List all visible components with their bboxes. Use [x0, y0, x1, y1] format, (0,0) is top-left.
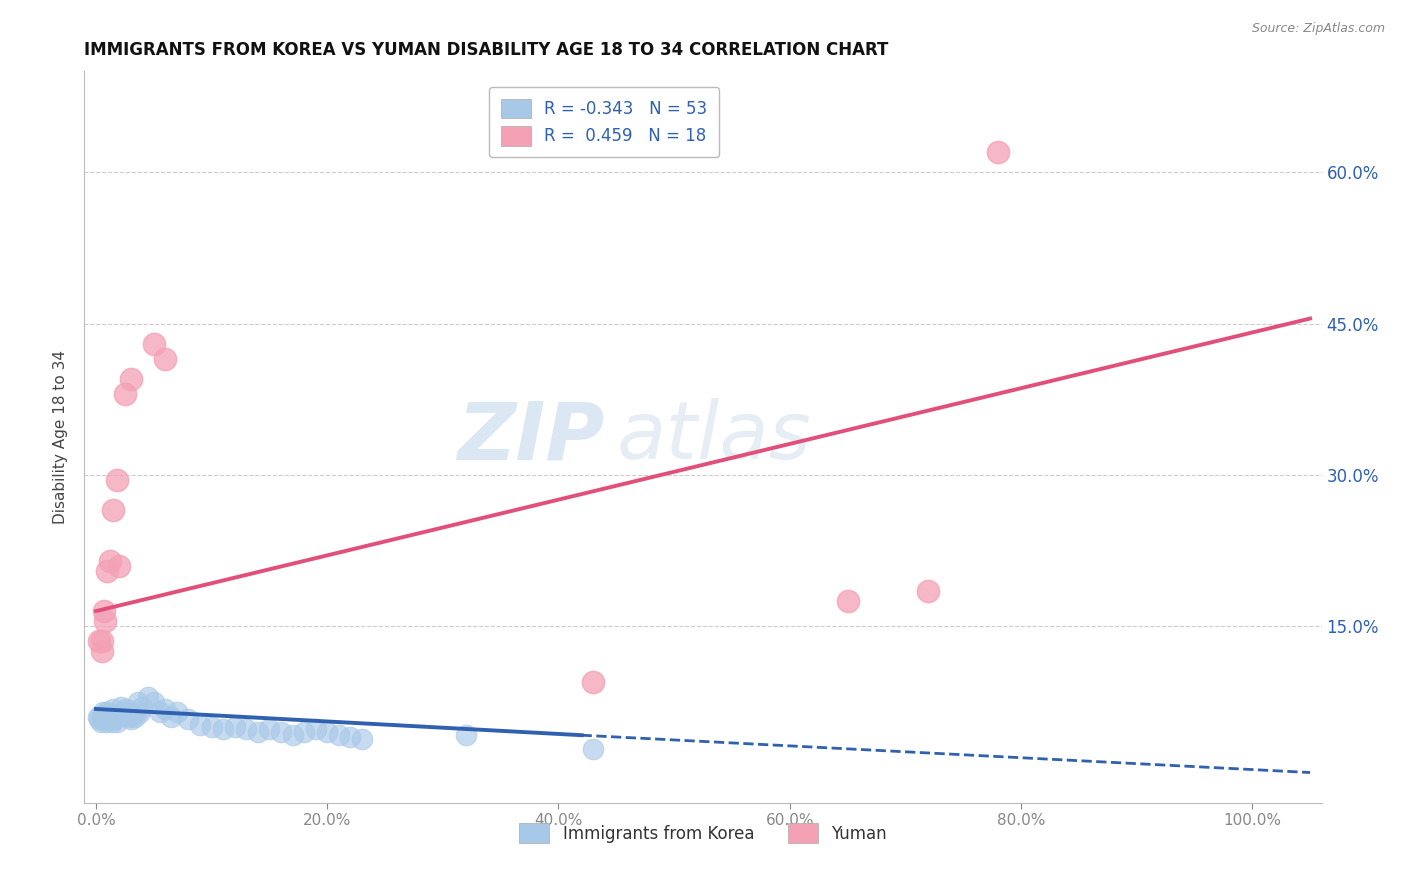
Point [89, 634, 111, 648]
Point [103, 702, 125, 716]
Point [87, 710, 110, 724]
Point [212, 722, 235, 736]
Point [105, 715, 128, 730]
Point [105, 473, 128, 487]
Point [142, 336, 165, 351]
Point [339, 730, 361, 744]
Point [122, 708, 145, 723]
Point [98, 710, 121, 724]
Point [108, 558, 131, 573]
Point [224, 720, 246, 734]
Point [281, 728, 304, 742]
Point [120, 712, 142, 726]
Point [90, 634, 112, 648]
Point [155, 351, 177, 366]
Point [124, 710, 146, 724]
Point [112, 705, 135, 719]
Point [350, 732, 373, 747]
Point [94, 710, 117, 724]
Point [90, 715, 112, 730]
Point [246, 725, 269, 739]
Text: ZIP: ZIP [457, 398, 605, 476]
Point [97, 708, 120, 723]
Point [107, 708, 129, 723]
Y-axis label: Disability Age 18 to 34: Disability Age 18 to 34 [53, 350, 69, 524]
Point [108, 710, 131, 724]
Point [136, 690, 159, 704]
Point [188, 718, 211, 732]
Text: atlas: atlas [616, 398, 811, 476]
Point [104, 710, 127, 724]
Point [142, 695, 165, 709]
Point [103, 712, 125, 726]
Point [259, 722, 281, 736]
Point [96, 564, 118, 578]
Point [160, 710, 183, 724]
Point [177, 712, 200, 726]
Point [582, 742, 605, 756]
Point [454, 728, 477, 742]
Legend: Immigrants from Korea, Yuman: Immigrants from Korea, Yuman [513, 817, 893, 849]
Point [100, 712, 122, 726]
Point [91, 705, 114, 719]
Point [166, 705, 188, 719]
Point [117, 710, 139, 724]
Point [200, 720, 222, 734]
Point [127, 695, 149, 709]
Point [90, 708, 112, 723]
Point [114, 387, 136, 401]
Point [103, 503, 125, 517]
Point [917, 583, 939, 598]
Text: IMMIGRANTS FROM KOREA VS YUMAN DISABILITY AGE 18 TO 34 CORRELATION CHART: IMMIGRANTS FROM KOREA VS YUMAN DISABILIT… [84, 41, 889, 59]
Point [155, 702, 177, 716]
Point [90, 644, 112, 658]
Point [101, 715, 124, 730]
Point [270, 725, 292, 739]
Point [235, 722, 257, 736]
Point [148, 705, 170, 719]
Point [89, 712, 111, 726]
Point [582, 674, 605, 689]
Point [128, 705, 150, 719]
Point [316, 725, 339, 739]
Point [837, 594, 859, 608]
Point [96, 705, 118, 719]
Point [292, 725, 315, 739]
Point [98, 554, 121, 568]
Point [94, 614, 117, 628]
Point [131, 700, 153, 714]
Point [96, 715, 118, 730]
Text: Source: ZipAtlas.com: Source: ZipAtlas.com [1251, 22, 1385, 36]
Point [93, 712, 115, 726]
Point [110, 700, 132, 714]
Point [93, 604, 115, 618]
Point [987, 145, 1010, 159]
Point [328, 728, 350, 742]
Point [120, 372, 142, 386]
Point [304, 722, 326, 736]
Point [115, 702, 138, 716]
